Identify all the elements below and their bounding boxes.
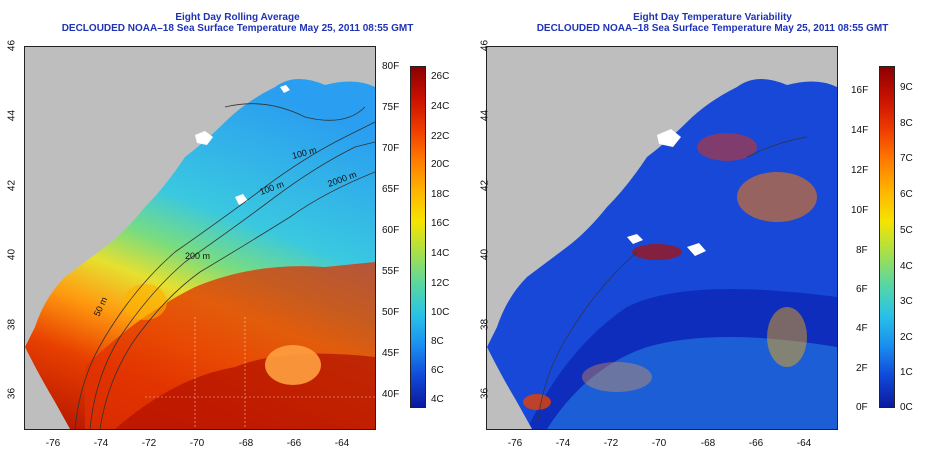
lat-label: 46: [6, 39, 18, 52]
colorbar-f-label: 2F: [856, 363, 868, 374]
lon-label: -68: [700, 438, 716, 449]
lat-label: 44: [479, 109, 491, 122]
colorbar-c-label: 8C: [431, 336, 444, 347]
lon-label: -64: [334, 438, 350, 449]
left-panel-title: Eight Day Rolling Average: [175, 12, 300, 23]
colorbar-c-label: 4C: [431, 394, 444, 405]
left-panel-subtitle: DECLOUDED NOAA–18 Sea Surface Temperatur…: [61, 23, 414, 34]
colorbar-f-label: 65F: [382, 184, 400, 195]
lon-label: -72: [603, 438, 619, 449]
contour-label: 200 m: [185, 251, 210, 261]
colorbar-c-label: 2C: [900, 332, 913, 343]
colorbar-f-label: 75F: [382, 102, 400, 113]
colorbar-f-label: 70F: [382, 143, 400, 154]
lat-label: 44: [6, 109, 18, 122]
land-mass: [25, 47, 375, 347]
colorbar-f-label: 14F: [851, 125, 869, 136]
temperature-colorbar: [410, 66, 426, 408]
colorbar-c-label: 24C: [431, 101, 450, 112]
lon-label: -70: [189, 438, 205, 449]
bathymetry-contours: [536, 136, 808, 429]
sst-variability-map: [486, 46, 838, 430]
lat-label: 42: [479, 179, 491, 192]
right-panel-subtitle: DECLOUDED NOAA–18 Sea Surface Temperatur…: [536, 23, 889, 34]
variability-colorbar: [879, 66, 895, 408]
graticule: [145, 317, 375, 429]
lat-label: 38: [6, 318, 18, 331]
colorbar-c-label: 26C: [431, 71, 450, 82]
lon-label: -66: [286, 438, 302, 449]
colorbar-f-label: 6F: [856, 284, 868, 295]
colorbar-c-label: 8C: [900, 118, 913, 129]
colorbar-c-label: 10C: [431, 307, 450, 318]
colorbar-c-label: 9C: [900, 82, 913, 93]
colorbar-c-label: 22C: [431, 131, 450, 142]
colorbar-c-label: 6C: [431, 365, 444, 376]
colorbar-f-label: 0F: [856, 402, 868, 413]
bathymetry-contours: [74, 103, 375, 429]
colorbar-c-label: 4C: [900, 261, 913, 272]
colorbar-c-label: 5C: [900, 225, 913, 236]
colorbar-f-label: 4F: [856, 323, 868, 334]
lon-label: -74: [555, 438, 571, 449]
colorbar-c-label: 14C: [431, 248, 450, 259]
colorbar-f-label: 45F: [382, 348, 400, 359]
lon-label: -66: [748, 438, 764, 449]
colorbar-f-label: 12F: [851, 165, 869, 176]
lon-label: -72: [141, 438, 157, 449]
lat-label: 36: [6, 387, 18, 400]
left-panel: Eight Day Rolling Average DECLOUDED NOAA…: [6, 12, 450, 449]
colorbar-c-label: 7C: [900, 153, 913, 164]
lon-label: -76: [507, 438, 523, 449]
colorbar-c-label: 0C: [900, 402, 913, 413]
colorbar-f-label: 40F: [382, 389, 400, 400]
lat-label: 40: [6, 248, 18, 261]
lon-label: -68: [238, 438, 254, 449]
colorbar-f-label: 80F: [382, 61, 400, 72]
lon-label: -64: [796, 438, 812, 449]
lat-label: 38: [479, 318, 491, 331]
colorbar-f-label: 8F: [856, 245, 868, 256]
colorbar-c-label: 20C: [431, 159, 450, 170]
colorbar-f-label: 60F: [382, 225, 400, 236]
lon-label: -70: [651, 438, 667, 449]
lat-label: 40: [479, 248, 491, 261]
lat-label: 36: [479, 387, 491, 400]
colorbar-f-label: 10F: [851, 205, 869, 216]
colorbar-c-label: 12C: [431, 278, 450, 289]
right-panel: Eight Day Temperature Variability DECLOU…: [475, 0, 950, 475]
sst-average-map: 100 m 2000 m 100 m 200 m 50 m: [24, 46, 376, 430]
colorbar-c-label: 16C: [431, 218, 450, 229]
colorbar-c-label: 6C: [900, 189, 913, 200]
right-panel-title: Eight Day Temperature Variability: [633, 12, 792, 23]
colorbar-c-label: 3C: [900, 296, 913, 307]
colorbar-f-label: 55F: [382, 266, 400, 277]
lon-label: -76: [45, 438, 61, 449]
lat-label: 42: [6, 179, 18, 192]
lon-label: -74: [93, 438, 109, 449]
colorbar-c-label: 1C: [900, 367, 913, 378]
colorbar-f-label: 16F: [851, 85, 869, 96]
colorbar-c-label: 18C: [431, 189, 450, 200]
lat-label: 46: [479, 39, 491, 52]
land-mass: [487, 47, 837, 347]
colorbar-f-label: 50F: [382, 307, 400, 318]
